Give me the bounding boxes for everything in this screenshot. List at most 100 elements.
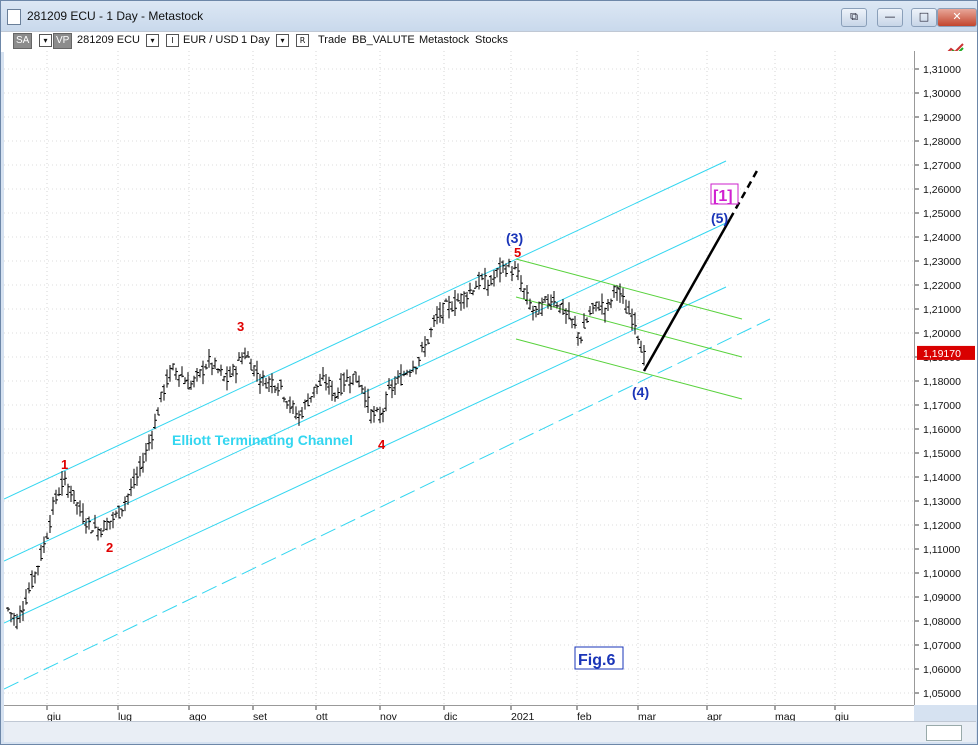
y-tick-label: 1,29000 — [923, 112, 961, 124]
price-bar — [183, 377, 187, 385]
price-bar — [633, 312, 637, 335]
scrollbar-thumb[interactable] — [926, 725, 962, 741]
price-bar — [585, 317, 589, 323]
y-tick-label: 1,07000 — [923, 640, 961, 652]
r-box[interactable]: R — [296, 34, 309, 47]
x-tick-label: nov — [380, 711, 398, 722]
y-tick-label: 1,10000 — [923, 568, 961, 580]
price-bar — [285, 400, 289, 409]
x-tick-label: ago — [189, 711, 207, 722]
price-bar — [159, 391, 163, 403]
wave-labels: 1 2 3 4 5 (3) (4) (5) [1] Elliott Termin… — [61, 183, 739, 670]
price-bar — [90, 530, 94, 534]
price-axis[interactable]: 1,31000 1,30000 1,29000 1,28000 1,27000 1,260… — [914, 51, 977, 705]
price-bar — [186, 372, 190, 390]
y-tick-label: 1,18000 — [923, 376, 961, 388]
price-bar — [219, 364, 223, 376]
price-bar — [456, 293, 460, 302]
price-bar — [240, 352, 244, 365]
projection-dashed — [728, 168, 760, 220]
price-bar — [369, 409, 373, 424]
price-bar — [291, 400, 295, 415]
price-bar — [447, 295, 451, 319]
price-chart[interactable]: 1 2 3 4 5 (3) (4) (5) [1] Elliott Termin… — [4, 51, 914, 705]
date-axis[interactable]: giu lug ago set ott nov dic 2021 feb mar apr mag giu — [4, 705, 914, 722]
wave-bracket-box — [710, 183, 739, 205]
y-tick-label: 1,17000 — [923, 400, 961, 412]
price-bar — [36, 565, 40, 576]
price-bar — [528, 298, 532, 310]
price-bar — [639, 340, 643, 353]
sa-button[interactable]: SA — [13, 33, 33, 49]
period-dropdown-icon[interactable]: ▾ — [276, 34, 289, 47]
price-bar — [558, 303, 562, 314]
trade-label[interactable]: Trade — [318, 34, 347, 46]
title-bar: 281209 ECU - 1 Day - Metastock ⧉ — □ ✕ — [1, 1, 977, 31]
price-bar — [120, 508, 124, 517]
minimize-button[interactable]: — — [877, 8, 903, 27]
price-bar — [564, 308, 568, 324]
price-bar — [393, 376, 397, 396]
price-bar — [462, 291, 466, 309]
price-bar — [483, 267, 487, 290]
price-bar — [378, 406, 382, 424]
price-bar — [354, 371, 358, 383]
template-label[interactable]: BB_VALUTE — [352, 34, 415, 46]
maximize-button[interactable]: □ — [911, 8, 937, 27]
sa-dropdown-icon[interactable]: ▾ — [39, 34, 52, 47]
indicator-icon[interactable]: I — [166, 34, 179, 47]
y-tick-label: 1,25000 — [923, 208, 961, 220]
price-bar — [486, 279, 490, 296]
wave-label-major-4: (4) — [632, 384, 649, 400]
price-bar — [327, 376, 331, 395]
price-bar — [555, 302, 559, 309]
symbol-dropdown-icon[interactable]: ▾ — [146, 34, 159, 47]
price-bar — [18, 605, 22, 623]
price-bar — [144, 442, 148, 462]
price-bar — [171, 363, 175, 371]
price-bar — [252, 365, 256, 377]
price-bar — [606, 299, 610, 311]
price-bar — [234, 366, 238, 384]
price-bar — [30, 570, 34, 589]
price-bar — [390, 379, 394, 399]
price-bar — [408, 369, 412, 377]
price-bar — [111, 511, 115, 529]
price-bar — [267, 376, 271, 392]
price-bar — [498, 257, 502, 283]
price-bar — [81, 503, 85, 524]
price-bar — [135, 466, 139, 486]
price-bar — [306, 393, 310, 407]
wave-label-major-3: (3) — [506, 230, 523, 246]
fig-label: Fig.6 — [578, 652, 615, 669]
price-bar — [573, 315, 577, 329]
category-label[interactable]: Stocks — [475, 34, 509, 46]
price-bars — [6, 257, 646, 630]
price-bar — [264, 377, 268, 389]
price-bar — [507, 258, 511, 268]
close-button[interactable]: ✕ — [937, 8, 977, 27]
y-tick-label: 1,16000 — [923, 424, 961, 436]
price-bar — [477, 271, 481, 290]
price-bar — [6, 607, 10, 612]
price-bar — [435, 306, 439, 325]
y-tick-label: 1,13000 — [923, 496, 961, 508]
price-bar — [432, 314, 436, 327]
price-bar — [330, 380, 334, 401]
price-bar — [381, 408, 385, 423]
group-label[interactable]: Metastock — [419, 34, 470, 46]
price-bar — [630, 308, 634, 331]
price-bar — [276, 383, 280, 396]
price-bar — [459, 293, 463, 311]
price-bar — [141, 452, 145, 473]
period-label: 1 Day — [241, 34, 270, 46]
vp-button[interactable]: VP — [53, 33, 73, 49]
y-tick-label: 1,20000 — [923, 328, 961, 340]
restore-icon[interactable]: ⧉ — [841, 8, 867, 27]
x-tick-label: ott — [316, 711, 328, 722]
instrument-label: EUR / USD — [183, 34, 239, 46]
horizontal-scrollbar[interactable] — [4, 721, 976, 742]
price-bar — [423, 336, 427, 357]
price-bar — [618, 283, 622, 303]
price-bar — [402, 370, 406, 377]
